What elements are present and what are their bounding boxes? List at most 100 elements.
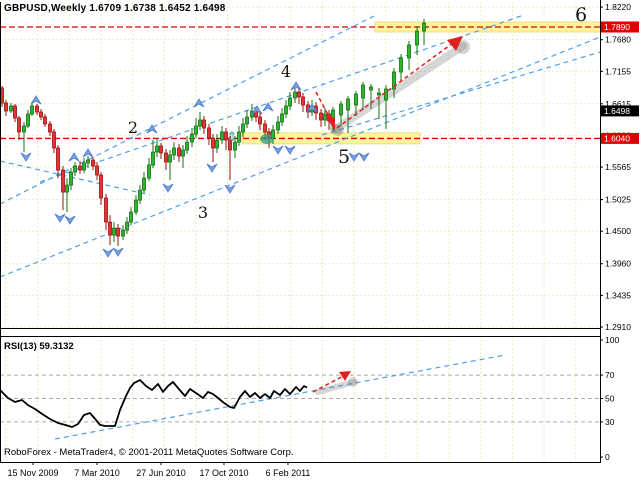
candle: [323, 113, 327, 121]
candle: [99, 174, 103, 199]
date-tick-label: 6 Feb 2011: [266, 468, 311, 478]
channel-inner-right[interactable]: [321, 51, 600, 136]
fractal-down-icon: [54, 213, 66, 223]
candle: [155, 145, 159, 153]
wave-label-4: 4: [281, 62, 291, 81]
candle: [301, 96, 305, 106]
candle: [220, 131, 224, 141]
rsi-tick-label: 100: [605, 335, 619, 345]
pullback-to-5-head-icon: [325, 115, 335, 131]
candle: [194, 125, 198, 135]
fractal-up-icon: [30, 95, 42, 105]
candle: [1, 87, 4, 104]
candle: [138, 189, 142, 201]
copyright-text: RoboForex - MetaTrader4, © 2001-2011 Met…: [4, 447, 294, 458]
candle: [258, 116, 262, 125]
main-price-pane[interactable]: ⇕ 2 3 4 5 6: [0, 2, 601, 328]
candle: [61, 169, 65, 193]
candle: [228, 139, 232, 151]
candle: [86, 159, 90, 164]
fractal-down-icon: [102, 248, 114, 258]
svg-text:1.6040: 1.6040: [604, 133, 630, 143]
candle: [91, 159, 95, 167]
rsi-arrow-head-icon: [339, 371, 351, 381]
wave-label-6: 6: [575, 4, 587, 26]
wave-label-2: 2: [128, 118, 138, 137]
candle: [207, 127, 211, 139]
candle: [121, 229, 125, 237]
candle: [319, 112, 323, 121]
time-axis[interactable]: 15 Nov 2009 7 Mar 2010 27 Jun 2010 17 Oct 2…: [7, 462, 310, 478]
candle: [13, 105, 17, 119]
candle: [181, 149, 185, 157]
candle: [177, 147, 181, 157]
candle: [116, 227, 120, 237]
candle: [237, 131, 241, 143]
price-tick-label: 1.3960: [605, 259, 631, 269]
date-tick-label: 7 Mar 2010: [74, 468, 120, 478]
rsi-pane[interactable]: [0, 336, 600, 462]
candle: [346, 98, 350, 111]
candle: [293, 91, 297, 99]
old-channel-upper[interactable]: [0, 15, 375, 205]
candle: [95, 165, 99, 176]
rsi-pane-border: [0, 336, 601, 463]
price-tick-label: 1.8220: [605, 2, 631, 12]
candle: [190, 133, 194, 143]
price-tick-label: 1.7155: [605, 66, 631, 76]
rsi-tick-label: 50: [605, 394, 615, 404]
candle: [185, 141, 189, 151]
candle: [48, 123, 52, 133]
candle: [134, 199, 138, 213]
candle: [399, 57, 403, 73]
fractal-down-icon: [64, 215, 76, 225]
candle: [263, 123, 267, 133]
fractal-up-icon: [262, 102, 274, 112]
date-tick-label: 27 Jun 2010: [136, 468, 186, 478]
channel-mid[interactable]: [39, 14, 525, 183]
candle: [142, 177, 146, 191]
rally-to-target-head-icon: [447, 36, 463, 51]
fractal-down-icon: [224, 184, 236, 194]
fractal-down-icon: [162, 183, 174, 193]
price-axis[interactable]: 1.82201.76801.71551.66151.60901.55651.50…: [600, 2, 639, 332]
date-tick-label: 15 Nov 2009: [7, 468, 58, 478]
fractal-up-icon: [82, 148, 94, 158]
candle: [9, 105, 13, 112]
candle: [241, 123, 245, 133]
level-tag-16040: [601, 132, 639, 144]
rally-to-target[interactable]: [336, 39, 458, 129]
candle: [407, 44, 411, 59]
entry-point-marker: [260, 134, 274, 144]
fractal-up-icon: [146, 124, 158, 134]
price-tick-label: 1.5025: [605, 195, 631, 205]
candle: [69, 171, 73, 186]
candle: [377, 92, 381, 96]
candle: [172, 147, 176, 156]
candle: [112, 227, 116, 236]
rsi-trendline[interactable]: [54, 354, 506, 440]
candle: [65, 184, 69, 193]
fractal-up-icon: [193, 98, 205, 108]
candle: [52, 131, 56, 149]
svg-text:1.6498: 1.6498: [604, 106, 630, 116]
price-tick-label: 1.5565: [605, 162, 631, 172]
old-downtrend-line[interactable]: [0, 160, 151, 196]
price-tick-label: 1.3435: [605, 290, 631, 300]
candle: [104, 197, 108, 223]
candle: [168, 154, 172, 163]
candle: [26, 113, 30, 127]
rsi-tick-label: 70: [605, 370, 615, 380]
fractal-down-icon: [284, 145, 296, 155]
candle: [354, 93, 358, 106]
candle: [369, 86, 373, 91]
candle: [202, 119, 206, 129]
price-tick-label: 1.6615: [605, 99, 631, 109]
candle: [82, 162, 86, 171]
candle: [339, 103, 343, 116]
candle: [288, 97, 292, 107]
candle: [73, 165, 77, 173]
fractal-down-icon: [272, 145, 284, 155]
